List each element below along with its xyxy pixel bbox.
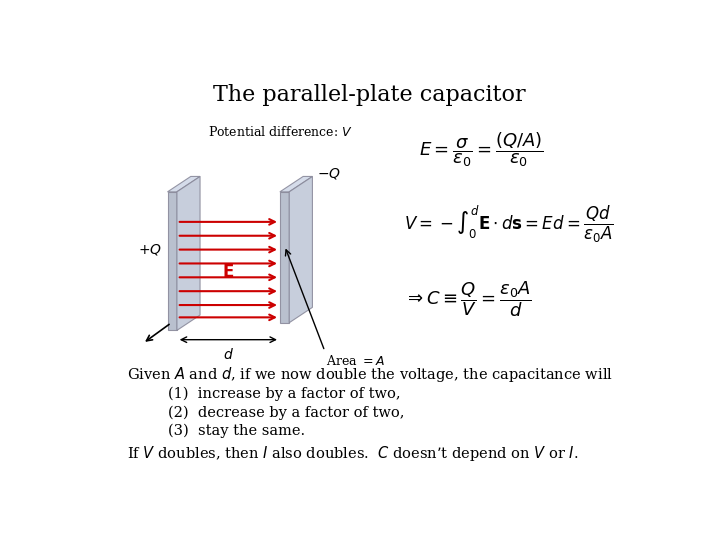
Text: Given $A$ and $d$, if we now double the voltage, the capacitance will: Given $A$ and $d$, if we now double the …: [127, 365, 613, 384]
Text: $d$: $d$: [223, 347, 234, 362]
Text: If $V$ doubles, then $I$ also doubles.  $C$ doesn’t depend on $V$ or $I$.: If $V$ doubles, then $I$ also doubles. $…: [127, 444, 579, 463]
Text: The parallel-plate capacitor: The parallel-plate capacitor: [212, 84, 526, 106]
Polygon shape: [280, 192, 289, 323]
Text: $\Rightarrow C \equiv \dfrac{Q}{V} = \dfrac{\varepsilon_0 A}{d}$: $\Rightarrow C \equiv \dfrac{Q}{V} = \df…: [404, 279, 531, 319]
Text: $-Q$: $-Q$: [317, 166, 341, 181]
Text: Area $= A$: Area $= A$: [326, 354, 385, 368]
Text: $\mathbf{E}$: $\mathbf{E}$: [222, 264, 234, 281]
Polygon shape: [289, 177, 312, 323]
Text: (1)  increase by a factor of two,: (1) increase by a factor of two,: [168, 387, 400, 401]
Text: (2)  decrease by a factor of two,: (2) decrease by a factor of two,: [168, 405, 404, 420]
Polygon shape: [280, 177, 312, 192]
Text: $E = \dfrac{\sigma}{\varepsilon_0} = \dfrac{(Q/A)}{\varepsilon_0}$: $E = \dfrac{\sigma}{\varepsilon_0} = \df…: [419, 130, 544, 169]
Text: $V = -\int_0^d \mathbf{E} \cdot d\mathbf{s} = Ed = \dfrac{Qd}{\varepsilon_0 A}$: $V = -\int_0^d \mathbf{E} \cdot d\mathbf…: [404, 204, 613, 245]
Polygon shape: [177, 177, 200, 330]
Text: (3)  stay the same.: (3) stay the same.: [168, 423, 305, 438]
Text: $+Q$: $+Q$: [138, 242, 163, 257]
Polygon shape: [168, 177, 200, 192]
Text: Potential difference: $V$: Potential difference: $V$: [208, 125, 353, 139]
Polygon shape: [168, 192, 177, 330]
